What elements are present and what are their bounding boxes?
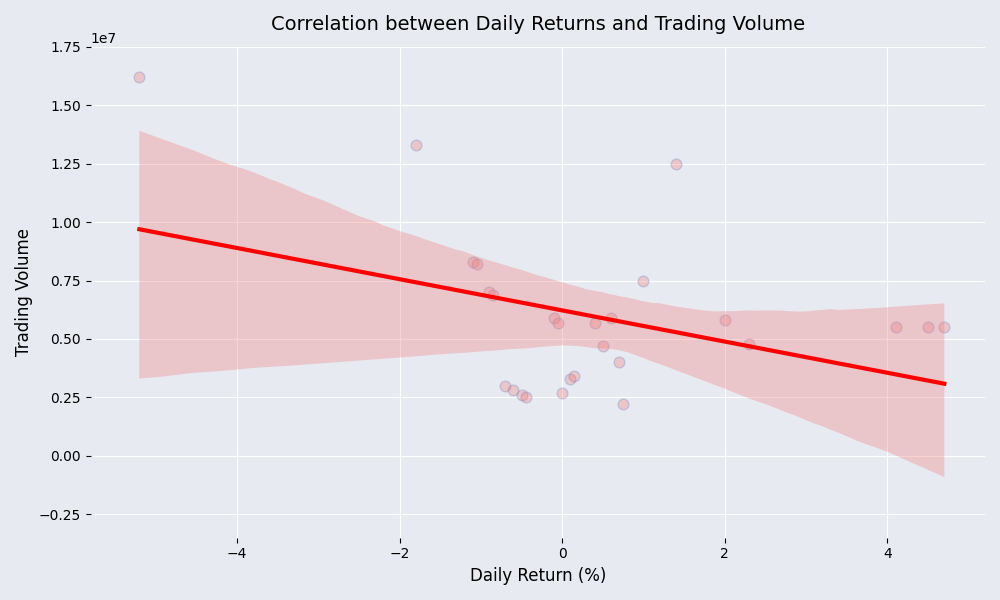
Point xyxy=(741,339,757,349)
Point xyxy=(408,140,424,149)
Point xyxy=(518,392,534,402)
Point xyxy=(615,400,631,409)
Point xyxy=(603,313,619,323)
Point xyxy=(465,257,481,266)
Point xyxy=(469,259,485,269)
Point xyxy=(936,322,952,332)
Point xyxy=(566,371,582,381)
Point xyxy=(635,276,651,286)
Point xyxy=(562,374,578,383)
Point xyxy=(481,287,497,297)
Point xyxy=(587,318,603,328)
Point xyxy=(505,386,521,395)
Point xyxy=(554,388,570,398)
Point xyxy=(717,316,733,325)
Point xyxy=(611,358,627,367)
Point xyxy=(485,290,501,299)
Title: Correlation between Daily Returns and Trading Volume: Correlation between Daily Returns and Tr… xyxy=(271,15,805,34)
Point xyxy=(595,341,611,351)
Point xyxy=(497,381,513,391)
X-axis label: Daily Return (%): Daily Return (%) xyxy=(470,567,606,585)
Point xyxy=(514,390,530,400)
Point xyxy=(546,313,562,323)
Point xyxy=(668,159,684,169)
Point xyxy=(888,322,904,332)
Point xyxy=(550,318,566,328)
Point xyxy=(131,72,147,82)
Y-axis label: Trading Volume: Trading Volume xyxy=(15,228,33,356)
Point xyxy=(920,322,936,332)
